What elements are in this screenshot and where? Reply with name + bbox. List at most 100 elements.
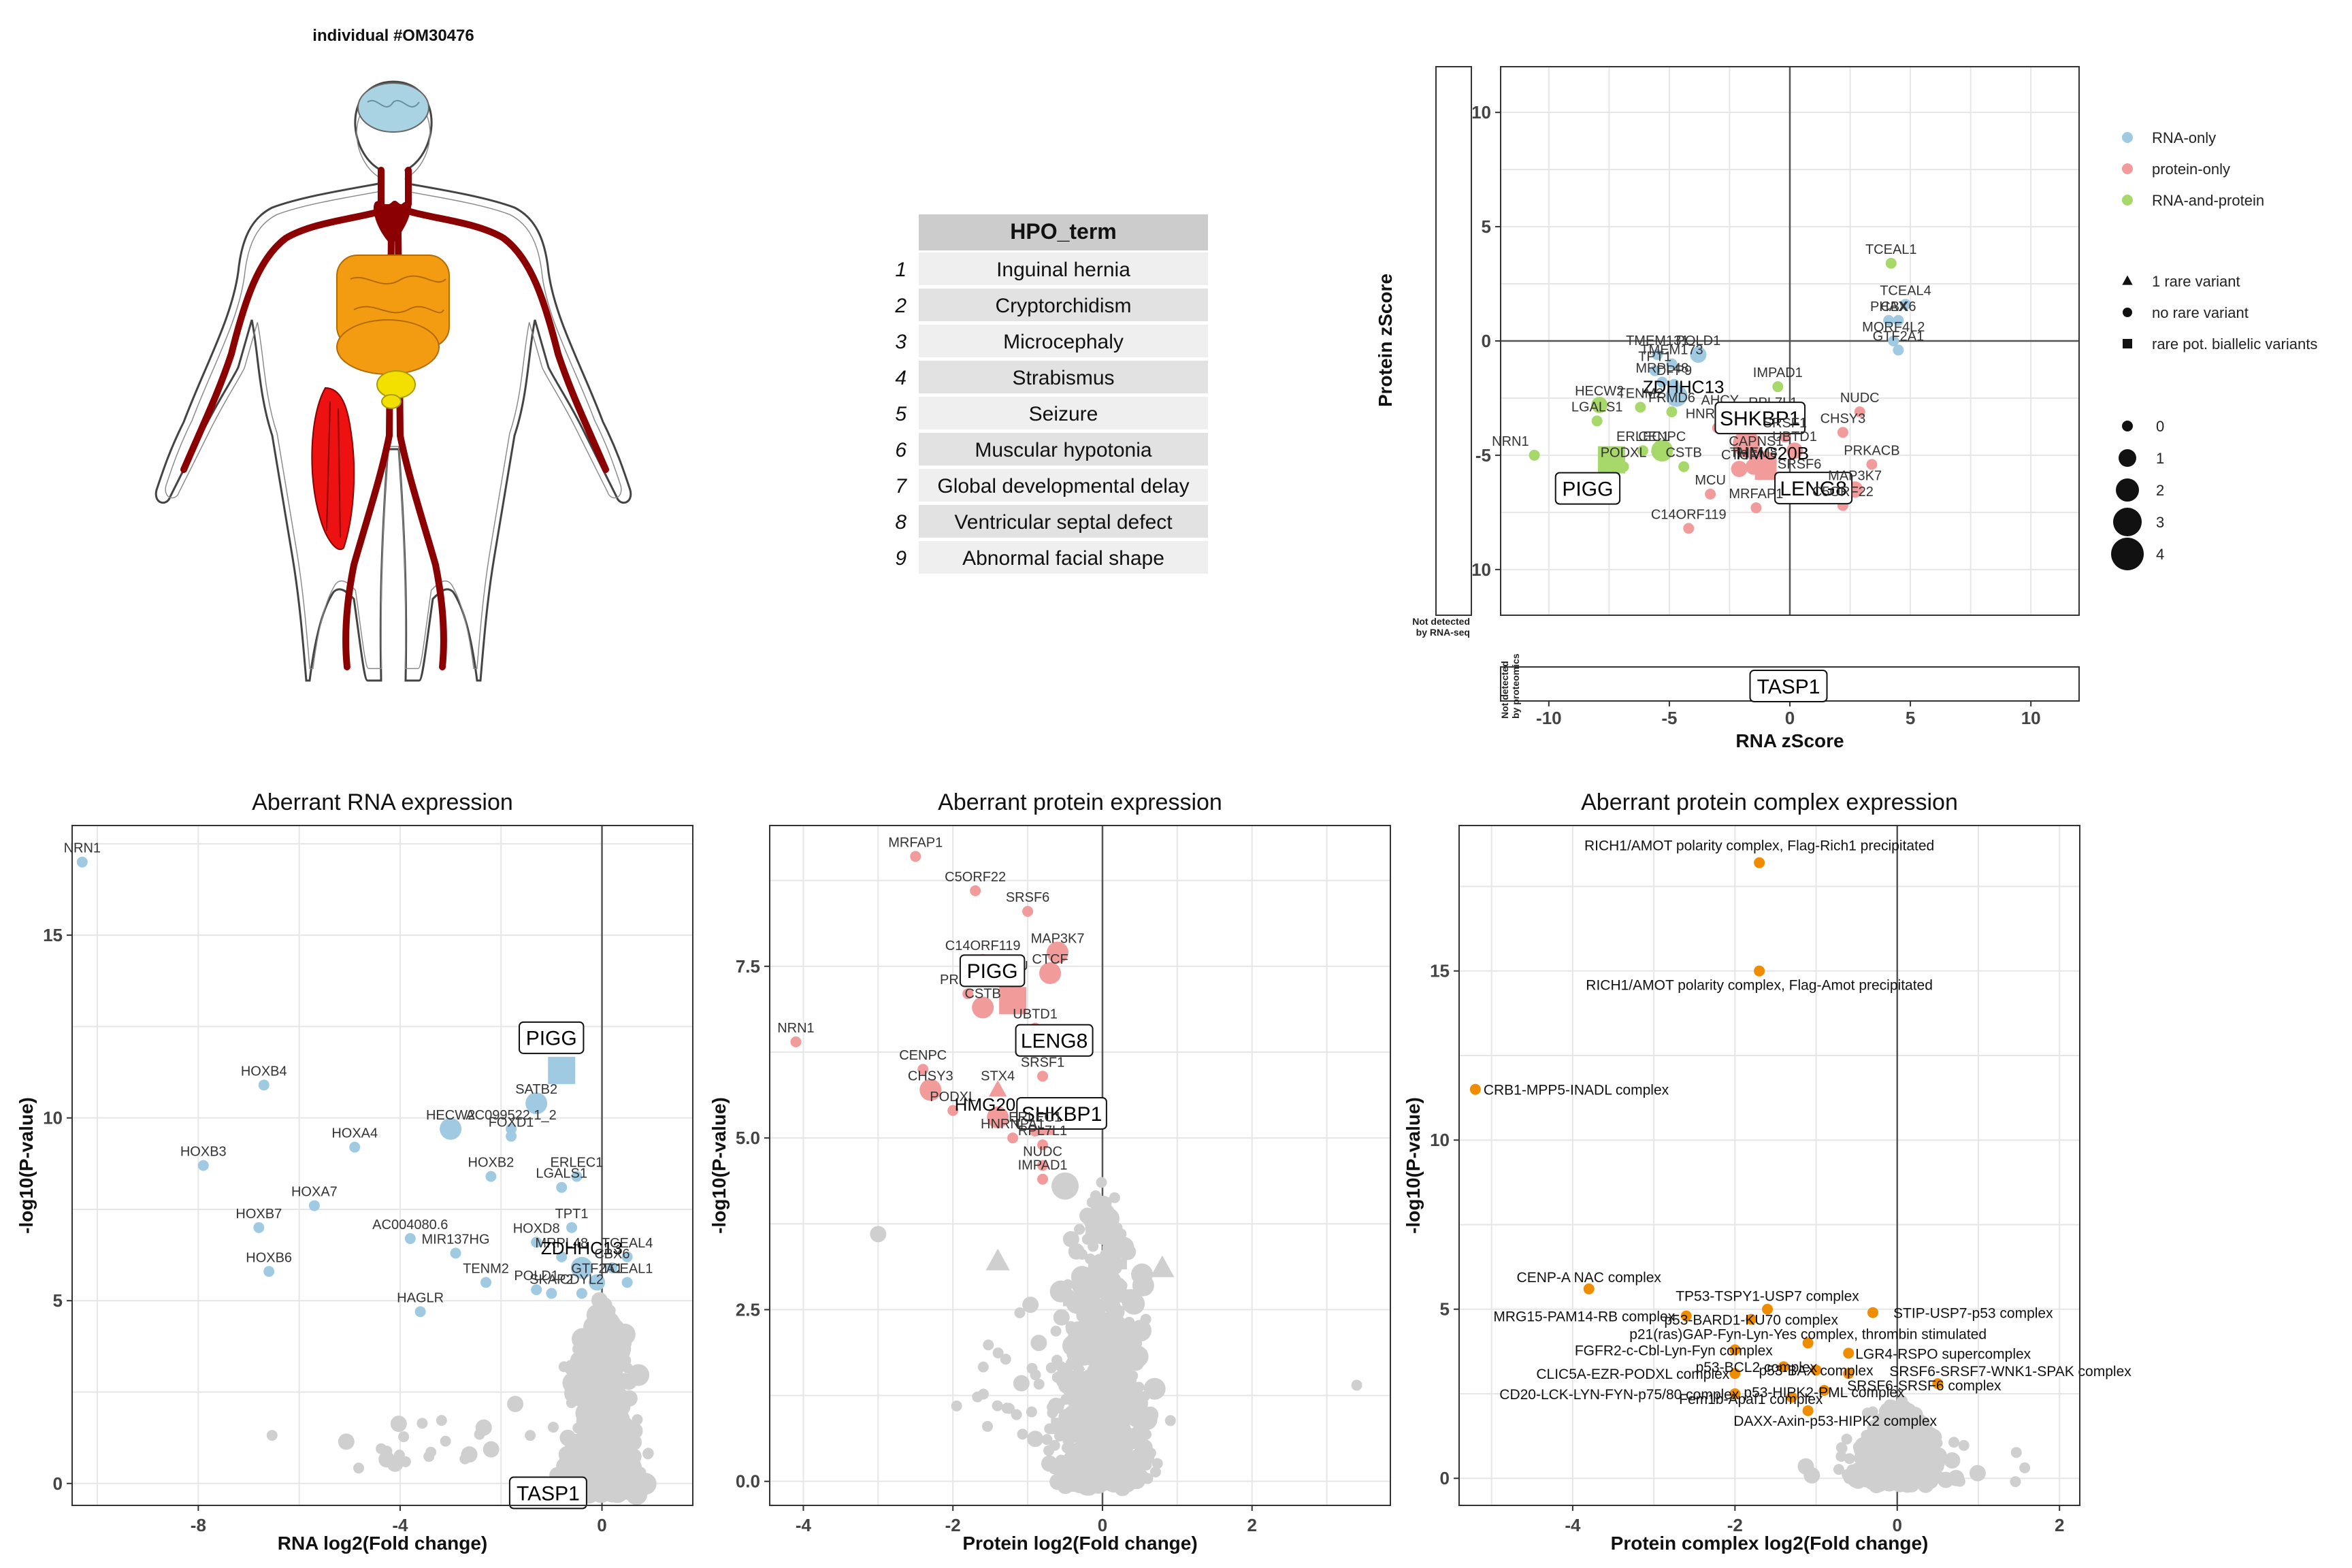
- point-label: TCEAL1: [602, 1261, 653, 1276]
- plot-frame: [1458, 825, 2080, 1506]
- boxed-point-label: SHKBP1: [1022, 1103, 1102, 1126]
- background-point: [1913, 1446, 1930, 1463]
- background-point: [564, 1359, 581, 1376]
- legend-color-key: [2122, 195, 2133, 206]
- background-point: [1913, 1465, 1930, 1482]
- muscle-icon: [311, 387, 355, 551]
- point-label: SRSF6: [1778, 457, 1821, 472]
- background-point: [440, 1435, 451, 1447]
- x-axis-title: RNA zScore: [1735, 730, 1844, 751]
- background-point: [1080, 1335, 1092, 1346]
- label-box: [508, 1476, 587, 1509]
- background-point: [1047, 1407, 1058, 1418]
- background-point: [632, 1414, 643, 1426]
- background-point: [1870, 1439, 1887, 1456]
- label-box: [1714, 402, 1806, 435]
- side-label-left: by RNA-seq: [1416, 627, 1470, 638]
- data-point: [1039, 962, 1062, 984]
- point-label: MAP3K7: [1031, 932, 1085, 947]
- background-point: [1127, 1339, 1139, 1350]
- background-point: [1109, 1192, 1120, 1203]
- y-tick-label: 5: [1440, 1299, 1450, 1320]
- background-point: [1050, 1325, 1062, 1337]
- background-point: [1075, 1442, 1092, 1459]
- x-tick-label: -8: [191, 1515, 206, 1535]
- table-header: HPO_term: [1010, 219, 1117, 244]
- point-label: TMEM173: [1640, 343, 1703, 358]
- table-row: [919, 505, 1208, 538]
- data-point: [1810, 1365, 1822, 1376]
- point-label: LGR4-RSPO supercomplex: [1855, 1346, 2031, 1362]
- side-label-left: Not detected: [1412, 616, 1470, 627]
- background-point: [398, 1431, 410, 1443]
- background-point: [1098, 1316, 1115, 1333]
- background-point: [1143, 1377, 1166, 1400]
- background-point: [1861, 1407, 1873, 1419]
- legend-size-label: 3: [2156, 514, 2164, 531]
- point-label: MRPL48: [535, 1236, 588, 1251]
- point-label: PRKACB: [1844, 443, 1899, 458]
- point-label: RICH1/AMOT polarity complex, Flag-Amot p…: [1586, 978, 1933, 994]
- background-point: [2019, 1462, 2031, 1473]
- background-point: [1149, 1466, 1161, 1477]
- background-point: [1131, 1263, 1154, 1286]
- background-point: [1069, 1421, 1081, 1433]
- hpo-table: HPO_term 1 Inguinal hernia 2 Cryptorchidism 3…: [894, 214, 1208, 574]
- point-label: HAGLR: [397, 1290, 444, 1305]
- point-label: C5ORF22: [945, 870, 1006, 885]
- background-point: [1073, 1364, 1084, 1375]
- background-point: [525, 1430, 536, 1441]
- point-label: SATB2: [515, 1082, 557, 1097]
- point-label: MRPL48: [1635, 361, 1688, 376]
- background-point: [1085, 1270, 1097, 1281]
- background-point: [992, 1400, 1003, 1411]
- data-point: [1843, 1348, 1855, 1359]
- background-point: [1958, 1439, 1970, 1451]
- background-point: [1835, 1450, 1847, 1462]
- data-point: [1786, 1391, 1797, 1403]
- background-point: [1056, 1374, 1067, 1386]
- data-point: [1635, 402, 1646, 413]
- point-label: HOXB7: [235, 1207, 282, 1222]
- label-box: [519, 1021, 585, 1054]
- data-point: [1854, 406, 1865, 418]
- data-point: [258, 1079, 270, 1091]
- point-label: AC004080.6: [372, 1218, 448, 1232]
- point-label: NUDC: [1840, 391, 1880, 406]
- data-point: [253, 1222, 265, 1233]
- table-row: [919, 397, 1208, 429]
- background-point: [1026, 1406, 1037, 1418]
- y-tick-label: 7.5: [736, 956, 760, 977]
- table-row-index: 1: [895, 259, 906, 281]
- background-point: [589, 1395, 600, 1407]
- point-label: CENP-A NAC complex: [1517, 1270, 1662, 1286]
- label-box: [1016, 1096, 1107, 1130]
- data-point: [1786, 442, 1803, 459]
- legend-size-label: 4: [2156, 546, 2164, 563]
- background-point: [1150, 1255, 1175, 1277]
- point-label: FRMD6: [1648, 391, 1695, 406]
- background-point: [2010, 1476, 2021, 1488]
- data-point: [480, 1277, 491, 1288]
- background-point: [1076, 1249, 1088, 1260]
- label-box: [1749, 670, 1828, 702]
- background-point: [1854, 1469, 1865, 1480]
- body-panel-title: individual #OM30476: [312, 27, 474, 45]
- background-point: [1845, 1473, 1857, 1485]
- data-point: [947, 1105, 959, 1116]
- x-tick-label: -4: [392, 1515, 408, 1535]
- point-label: POLD1: [514, 1269, 559, 1284]
- table-row-index: 4: [895, 367, 906, 389]
- intestine-coils: [350, 275, 446, 314]
- background-point: [1910, 1431, 1921, 1442]
- data-point: [1047, 941, 1069, 964]
- background-point: [1897, 1471, 1914, 1488]
- background-point: [1906, 1406, 1923, 1423]
- point-label: IMPAD1: [1018, 1158, 1068, 1173]
- point-label: HOXB6: [246, 1250, 292, 1265]
- background-point: [1086, 1354, 1098, 1365]
- table-header-cell: [919, 214, 1208, 250]
- zscore-legend: RNA-only protein-only RNA-and-protein 1 rar…: [2111, 129, 2317, 570]
- background-point: [1107, 1252, 1119, 1263]
- brain-folds: [367, 100, 420, 108]
